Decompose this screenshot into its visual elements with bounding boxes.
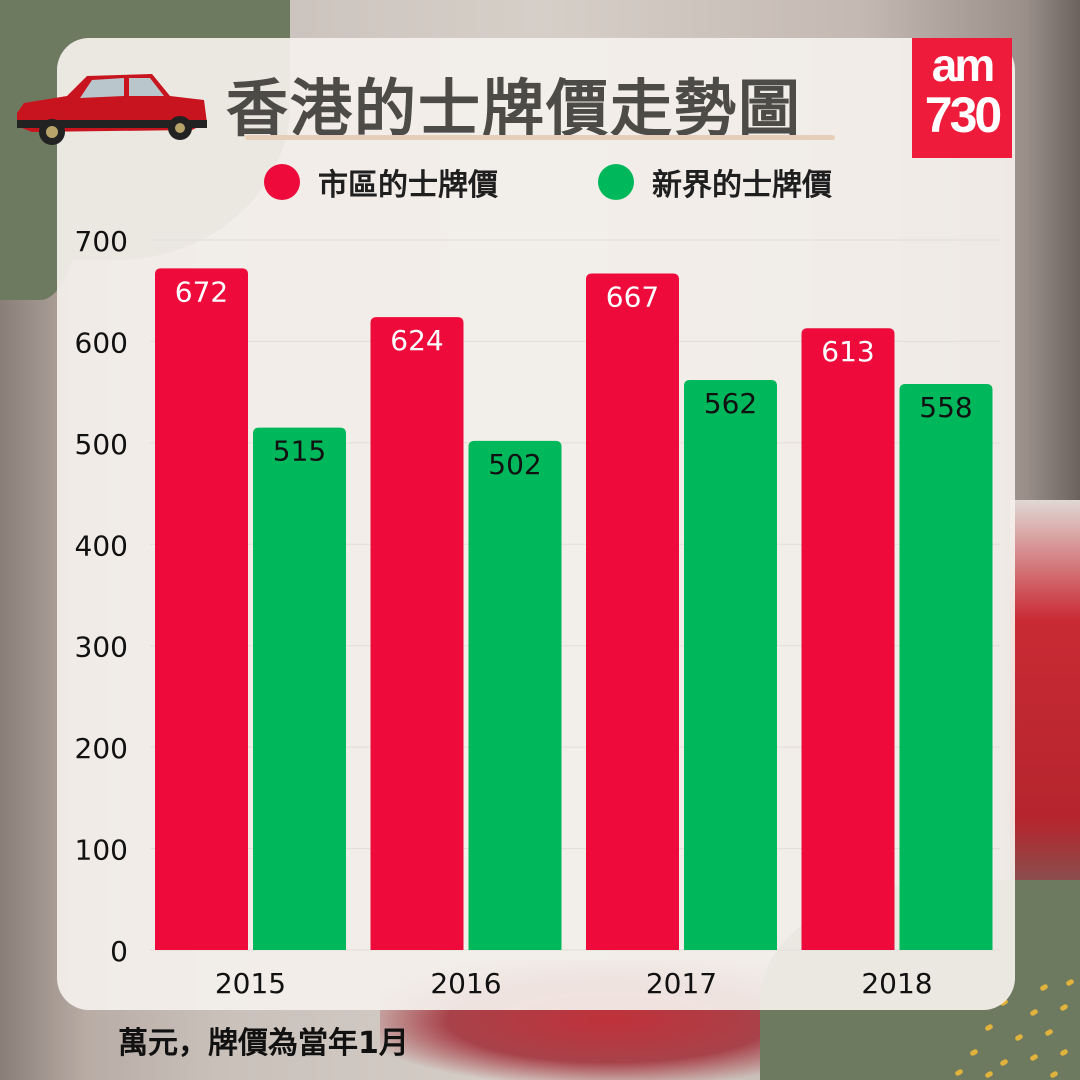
logo-730: 730: [924, 87, 1002, 143]
logo-am: am: [931, 39, 995, 91]
x-tick-label: 2015: [215, 967, 286, 1000]
y-tick-label: 200: [75, 732, 128, 765]
legend-swatch-green: [598, 164, 634, 200]
x-tick-label: 2016: [430, 967, 501, 1000]
legend-swatch-red: [264, 164, 300, 200]
footnote: 萬元，牌價為當年1月: [118, 1026, 409, 1061]
data-label: 558: [919, 391, 972, 424]
legend-item-nt: 新界的士牌價: [598, 160, 832, 204]
title-underline: [245, 135, 835, 140]
bar-urban: [370, 317, 464, 951]
legend-item-urban: 市區的士牌價: [264, 160, 498, 204]
data-label: 672: [175, 275, 228, 308]
bar-urban: [155, 268, 248, 950]
am730-logo: am 730: [912, 38, 1012, 158]
y-tick-label: 300: [75, 631, 128, 664]
legend-label: 市區的士牌價: [318, 168, 498, 203]
y-tick-label: 500: [75, 428, 128, 461]
data-label: 624: [390, 324, 443, 357]
bar-nt: [899, 384, 993, 950]
data-label: 515: [273, 435, 326, 468]
data-label: 667: [606, 280, 659, 313]
data-label: 613: [821, 335, 874, 368]
background-taxi-side: [1010, 500, 1080, 900]
y-tick-label: 100: [75, 834, 128, 867]
taxi-icon: [17, 74, 207, 145]
legend-label: 新界的士牌價: [652, 168, 832, 203]
y-tick-label: 600: [75, 326, 128, 359]
y-tick-label: 0: [110, 935, 128, 968]
y-tick-label: 700: [75, 225, 128, 258]
bar-nt: [468, 440, 562, 950]
x-tick-label: 2017: [646, 967, 717, 1000]
x-tick-label: 2018: [861, 967, 932, 1000]
y-tick-label: 400: [75, 529, 128, 562]
bar-nt: [253, 427, 346, 951]
data-label: 502: [488, 448, 541, 481]
data-label: 562: [704, 387, 757, 420]
bar-nt: [684, 379, 777, 950]
bar-urban: [801, 328, 895, 950]
bar-urban: [586, 273, 679, 950]
chart-title: 香港的士牌價走勢圖: [226, 72, 803, 145]
